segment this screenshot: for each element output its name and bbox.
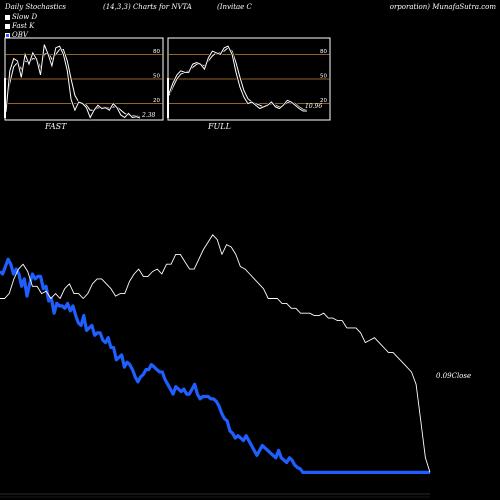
legend-fast-k: Fast K	[5, 22, 34, 30]
full-fast-k-line	[168, 45, 307, 112]
fast-fast-k-line	[5, 44, 141, 119]
header-title: Daily Stochastics	[5, 3, 67, 11]
obv-line	[0, 257, 430, 474]
legend-fast-k-swatch	[5, 23, 10, 29]
full-tick-label-80: 80	[320, 49, 327, 55]
legend-slow-d-label: Slow D	[12, 13, 38, 21]
legend-slow-d: Slow D	[5, 13, 37, 21]
full-tick-label-20: 20	[320, 98, 327, 104]
header-site: orporation) MunafaSutra.com	[389, 3, 496, 11]
full-panel-title: FULL	[208, 122, 231, 131]
legend-obv: OBV	[5, 31, 28, 39]
legend-obv-label: OBV	[12, 31, 28, 39]
fast-tick-label-20: 20	[153, 98, 160, 104]
legend-slow-d-swatch	[5, 14, 10, 20]
fast-last-value: 2.38	[142, 112, 156, 119]
close-line	[0, 234, 431, 473]
full-last-value: 10.96	[305, 103, 323, 110]
close-value-label: 0.09Close	[436, 372, 472, 380]
legend-fast-k-label: Fast K	[12, 22, 35, 30]
fast-panel-title: FAST	[45, 122, 67, 131]
fast-tick-label-50: 50	[153, 74, 160, 80]
fast-tick-label-80: 80	[153, 49, 160, 55]
full-tick-label-50: 50	[320, 74, 327, 80]
header-company: (Invitae C	[217, 3, 252, 11]
header-params: (14,3,3) Charts for NVTA	[103, 3, 192, 11]
legend-obv-swatch	[5, 32, 10, 38]
